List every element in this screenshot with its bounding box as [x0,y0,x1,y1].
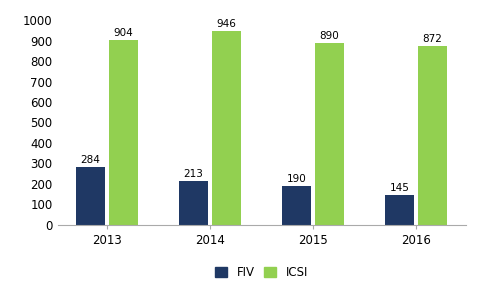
Text: 145: 145 [390,183,409,193]
Text: 284: 284 [81,155,100,164]
Text: 904: 904 [114,28,133,38]
Bar [418,46,447,225]
Bar [76,166,105,225]
Text: 190: 190 [287,174,307,184]
Bar [109,40,138,225]
Legend: FIV, ICSI: FIV, ICSI [211,261,312,284]
Bar [385,195,414,225]
Bar [282,186,311,225]
Text: 872: 872 [423,34,443,44]
Bar [179,181,208,225]
Bar [212,31,241,225]
Text: 213: 213 [184,169,204,179]
Text: 890: 890 [320,31,339,41]
Text: 946: 946 [216,19,237,29]
Bar [315,43,344,225]
